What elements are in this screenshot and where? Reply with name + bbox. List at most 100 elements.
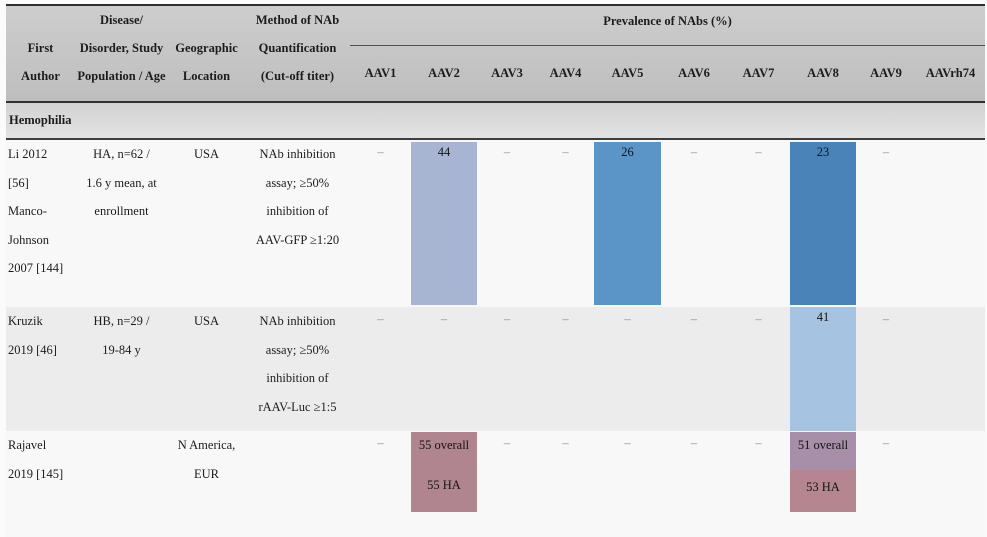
highlight-block: 44 (411, 142, 477, 305)
prevalence-spanner: Prevalence of NAbs (%) (350, 6, 985, 46)
aav2-cell: 44 (411, 140, 477, 307)
aav8-cell: 41 (790, 307, 856, 431)
header-line: Author (21, 69, 60, 83)
header-first-author: First Author (6, 6, 75, 101)
geographic-cell: USA (168, 140, 245, 307)
aavrh74-cell (916, 431, 985, 537)
header-aav5: AAV5 (611, 66, 644, 80)
no-data-dash: – (882, 312, 890, 326)
no-data-dash: – (882, 145, 890, 159)
header-aav4: AAV4 (549, 66, 582, 80)
cell-line: EUR (194, 466, 219, 481)
cell-line: assay; ≥50% (265, 342, 330, 357)
aavrh74-cell (916, 140, 985, 307)
aav3-cell: – (477, 140, 537, 307)
cell-line: Li 2012 (8, 147, 48, 161)
header-line: (Cut-off titer) (260, 69, 335, 83)
no-data-dash: – (377, 145, 384, 159)
aav6-cell: – (661, 140, 727, 307)
prevalence-value-text: 53 HA (806, 480, 840, 494)
section-hemophilia: Hemophilia (6, 103, 985, 138)
aav1-cell: – (350, 140, 411, 307)
aav4-cell: – (537, 431, 594, 537)
header-aav7: AAV7 (742, 66, 775, 80)
no-data-dash: – (690, 312, 698, 326)
aav1-cell: – (350, 431, 411, 537)
cell-line: HA, n=62 / (93, 147, 150, 161)
cell-line: rAAV-Luc ≥1:5 (258, 399, 337, 414)
prevalence-value: 51 overall (790, 432, 856, 470)
highlight-block: 55 overall 55 HA (411, 432, 477, 512)
cell-line: 1.6 y mean, at (86, 175, 157, 190)
no-data-dash: – (690, 436, 698, 450)
aav6-cell: – (661, 307, 727, 431)
header-aav9: AAV9 (870, 66, 902, 80)
header-line: Quantification (258, 41, 337, 55)
aav7-cell: – (727, 307, 790, 431)
no-data-dash: – (377, 312, 384, 326)
header-disease: Disease/ Disorder, Study Population / Ag… (75, 6, 168, 101)
no-data-dash: – (440, 312, 448, 326)
no-data-dash: – (882, 436, 890, 450)
aav2-cell: – (411, 307, 477, 431)
cell-line: assay; ≥50% (265, 175, 330, 190)
prevalence-value: 53 HA (790, 470, 856, 512)
header-aavrh74: AAVrh74 (925, 66, 976, 80)
cell-line: HB, n=29 / (93, 314, 150, 328)
no-data-dash: – (503, 436, 511, 450)
aav8-cell: 51 overall 53 HA (790, 431, 856, 537)
section-rule (6, 138, 985, 140)
cell-line: inhibition of (266, 371, 329, 385)
aav4-cell: – (537, 140, 594, 307)
empty-cell (916, 431, 985, 433)
prevalence-value: 41 (816, 310, 830, 324)
aav5-cell: – (594, 307, 661, 431)
no-data-dash: – (755, 145, 762, 159)
header-aav6: AAV6 (678, 66, 710, 80)
table-row-li-2012: Li 2012 [56] Manco- Johnson 2007 [144] H… (6, 140, 985, 307)
prevalence-table: First Author Disease/ Disorder, Study Po… (6, 4, 985, 537)
aav1-cell: – (350, 307, 411, 431)
prevalence-value: 23 (816, 145, 830, 159)
header-line: Geographic (175, 41, 238, 55)
cell-line: AAV-GFP ≥1:20 (255, 232, 340, 247)
no-data-dash: – (562, 436, 569, 450)
method-cell (245, 431, 350, 537)
header-line: Location (182, 69, 231, 83)
header-aav8: AAV8 (807, 66, 839, 80)
header-rule (6, 101, 985, 103)
cell-line: N America, (177, 438, 236, 452)
geographic-cell: N America, EUR (168, 431, 245, 537)
aav6-cell: – (661, 431, 727, 537)
highlight-block: 23 (790, 142, 856, 305)
highlight-block: 26 (594, 142, 661, 305)
cell-line: Johnson (8, 232, 49, 247)
author-cell: Rajavel 2019 [145] (6, 431, 75, 537)
prevalence-value: 44 (437, 145, 451, 159)
header-aav3: AAV3 (491, 66, 523, 80)
cell-line: USA (193, 314, 219, 328)
no-data-dash: – (562, 312, 569, 326)
cell-line: 2007 [144] (8, 261, 64, 275)
cell-line: [56] (8, 175, 29, 190)
aav4-cell: – (537, 307, 594, 431)
method-cell: NAb inhibition assay; ≥50% inhibition of… (245, 307, 350, 431)
empty-cell (916, 307, 985, 309)
no-data-dash: – (562, 145, 569, 159)
cell-line: Rajavel (8, 438, 47, 452)
cell-line: USA (193, 147, 219, 161)
aav5-cell: – (594, 431, 661, 537)
no-data-dash: – (624, 312, 631, 326)
header-aav1: AAV1 (364, 66, 397, 80)
no-data-dash: – (503, 145, 511, 159)
author-cell: Li 2012 [56] Manco- Johnson 2007 [144] (6, 140, 75, 307)
empty-cell (916, 140, 985, 142)
no-data-dash: – (503, 312, 511, 326)
header-prevalence-group: Prevalence of NAbs (%) AAV1 AAV2 AAV3 AA… (350, 6, 985, 101)
aav7-cell: – (727, 431, 790, 537)
header-line: Population / Age (77, 69, 166, 83)
header-line: Disorder, Study (79, 41, 164, 55)
prevalence-value: 55 overall (418, 438, 470, 452)
aav9-cell: – (856, 431, 916, 537)
